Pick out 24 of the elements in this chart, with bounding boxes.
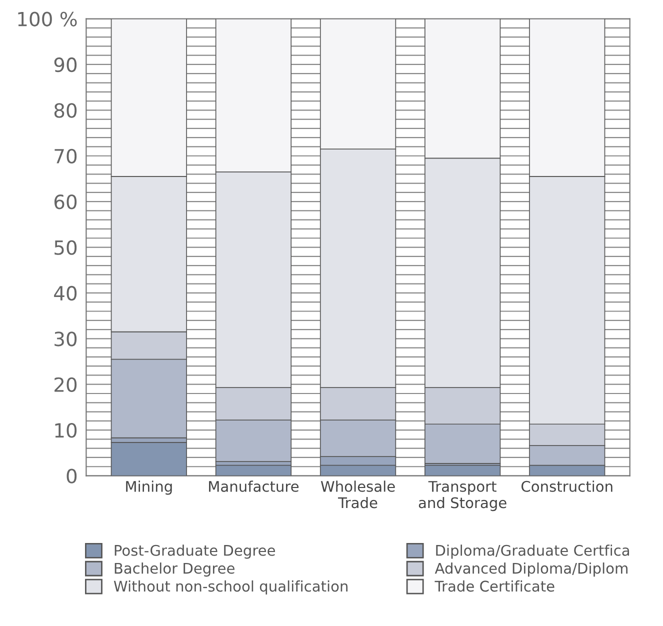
x-tick-label: Manufacture xyxy=(209,480,299,492)
y-tick-label: 0 xyxy=(66,468,77,484)
y-tick-label: 90 xyxy=(54,57,77,72)
legend-label: Post-Graduate Degree xyxy=(114,544,276,559)
y-tick-label: 70 xyxy=(54,148,77,164)
bar xyxy=(215,464,292,476)
legend-label: Without non-school qualification xyxy=(114,580,348,595)
x-tick-label: Transport and Storage xyxy=(418,481,506,512)
y-tick-label: 60 xyxy=(54,194,77,210)
legend-label: Bachelor Degree xyxy=(114,562,234,577)
legend-label: Advanced Diploma/Diplom xyxy=(434,562,628,577)
y-tick-label: 10 xyxy=(55,423,77,438)
y-tick-label: 50 xyxy=(54,240,77,255)
x-tick-label: Mining xyxy=(126,480,172,495)
y-tick-label: 20 xyxy=(54,377,77,392)
legend-label: Diploma/Graduate Certfica xyxy=(436,544,630,559)
bar xyxy=(110,442,187,476)
y-tick-label: 80 xyxy=(54,103,77,118)
y-tick-label: 40 xyxy=(54,286,77,301)
y-tick-label: 30 xyxy=(54,332,77,346)
y-tick-label: 100 % xyxy=(18,12,77,26)
x-tick-label: Construction xyxy=(522,480,612,492)
legend-label: Trade Certificate xyxy=(434,580,554,592)
x-tick-label: Wholesale Trade xyxy=(320,480,395,508)
